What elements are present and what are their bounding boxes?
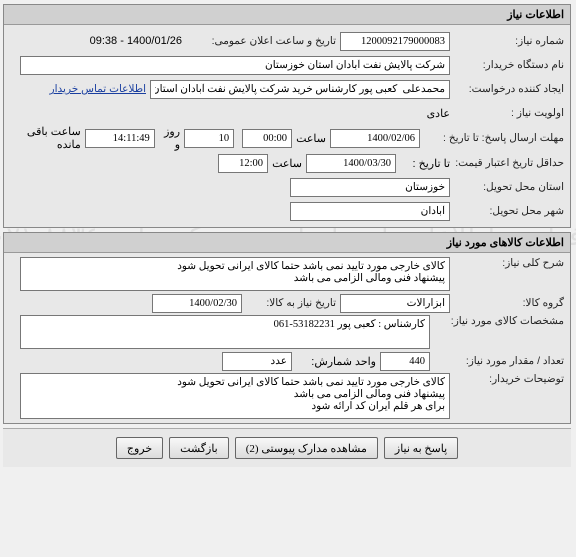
validity-until: تا تاریخ : <box>401 157 451 170</box>
panel-need-info: اطلاعات نیاز شماره نیاز: تاریخ و ساعت اع… <box>4 4 572 228</box>
days-field[interactable] <box>185 129 235 148</box>
need-date-field[interactable] <box>153 294 243 313</box>
contact-link[interactable]: اطلاعات تماس خریدار <box>51 83 147 95</box>
creator-field[interactable] <box>151 80 451 99</box>
announce-value: 1400/01/26 - 09:38 <box>91 35 183 47</box>
back-button[interactable]: بازگشت <box>170 437 230 459</box>
deadline-label: مهلت ارسال پاسخ: تا تاریخ : <box>425 132 565 144</box>
desc-field[interactable] <box>21 257 451 291</box>
reply-button[interactable]: پاسخ به نیاز <box>385 437 459 459</box>
validity-label: حداقل تاریخ اعتبار قیمت: <box>455 157 565 169</box>
group-field[interactable] <box>341 294 451 313</box>
panel-goods-info: اطلاعات کالاهای مورد نیاز شرح کلی نیاز: … <box>4 232 572 424</box>
unit-label: واحد شمارش: <box>297 355 377 368</box>
attachments-button[interactable]: مشاهده مدارک پیوستی (2) <box>236 437 379 459</box>
notes-label: توضیحات خریدار: <box>455 373 565 385</box>
priority-value: عادی <box>428 107 451 120</box>
qty-label: تعداد / مقدار مورد نیاز: <box>435 355 565 367</box>
group-label: گروه کالا: <box>455 297 565 309</box>
notes-field[interactable] <box>21 373 451 419</box>
validity-date-field[interactable] <box>307 154 397 173</box>
desc-label: شرح کلی نیاز: <box>455 257 565 269</box>
remain-label: ساعت باقی مانده <box>11 125 82 151</box>
announce-label: تاریخ و ساعت اعلان عمومی: <box>187 35 337 47</box>
request-no-field[interactable] <box>341 32 451 51</box>
deadline-date-field[interactable] <box>331 129 421 148</box>
panel1-title: اطلاعات نیاز <box>5 5 571 25</box>
request-no-label: شماره نیاز: <box>455 35 565 47</box>
spec-field[interactable] <box>21 315 431 349</box>
creator-label: ایجاد کننده درخواست: <box>455 83 565 95</box>
city-label: شهر محل تحویل: <box>455 205 565 217</box>
panel2-title: اطلاعات کالاهای مورد نیاز <box>5 233 571 253</box>
province-field[interactable] <box>291 178 451 197</box>
qty-field[interactable] <box>381 352 431 371</box>
deadline-time-field[interactable] <box>243 129 293 148</box>
need-date-label: تاریخ نیاز به کالا: <box>247 297 337 309</box>
city-field[interactable] <box>291 202 451 221</box>
exit-button[interactable]: خروج <box>117 437 164 459</box>
priority-label: اولویت نیاز : <box>455 107 565 119</box>
spec-label: مشخصات کالای مورد نیاز: <box>435 315 565 327</box>
province-label: استان محل تحویل: <box>455 181 565 193</box>
button-bar: پاسخ به نیاز مشاهده مدارک پیوستی (2) باز… <box>4 428 572 467</box>
org-label: نام دستگاه خریدار: <box>455 59 565 71</box>
time-label-2: ساعت <box>273 157 303 170</box>
countdown-field[interactable] <box>86 129 156 148</box>
org-field[interactable] <box>21 56 451 75</box>
time-label-1: ساعت <box>297 132 327 145</box>
days-label: روز و <box>160 125 181 151</box>
unit-field[interactable] <box>223 352 293 371</box>
validity-time-field[interactable] <box>219 154 269 173</box>
